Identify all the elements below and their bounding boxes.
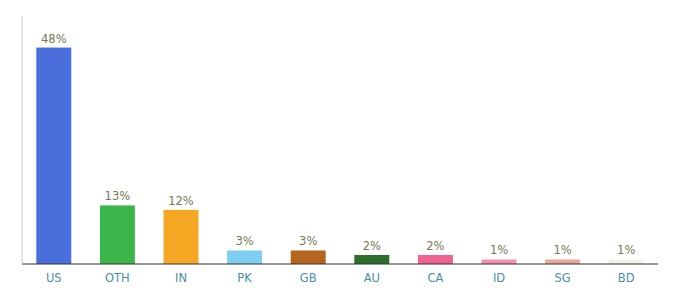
bar [227,250,262,264]
x-tick-label: BD [618,271,635,285]
bar [291,250,326,264]
bar [36,48,71,264]
data-label: 2% [426,239,444,253]
x-tick-label: GB [300,271,317,285]
bar [100,205,135,264]
x-axis-line [22,263,658,264]
x-tick-label: OTH [105,271,130,285]
bar [354,255,389,264]
data-label: 13% [105,189,131,203]
x-tick-label: IN [175,271,187,285]
bar [482,259,517,264]
bar [164,210,199,264]
x-tick-label: SG [554,271,570,285]
x-tick-label: CA [427,271,443,285]
bar [609,259,644,264]
data-label: 3% [299,234,317,248]
x-tick-label: PK [237,271,252,285]
data-labels: 48% 13% 12% 3% 3% 2% 2% 1% 1% 1% [41,32,635,258]
chart: 48% 13% 12% 3% 3% 2% 2% 1% 1% 1% US OTH IN PK GB AU CA ID… [0,0,680,300]
data-label: 1% [490,243,508,257]
chart-container: 48% 13% 12% 3% 3% 2% 2% 1% 1% 1% US OTH IN PK GB AU CA ID… [0,0,680,300]
data-label: 12% [168,194,194,208]
y-axis-line [22,16,23,264]
bars [36,48,643,264]
x-tick-label: AU [364,271,380,285]
data-label: 2% [363,239,381,253]
bar [545,259,580,264]
x-tick-label: US [46,271,62,285]
x-axis: US OTH IN PK GB AU CA ID SG BD [22,264,658,285]
bar [418,255,453,264]
data-label: 3% [235,234,253,248]
x-tick-label: ID [493,271,505,285]
data-label: 48% [41,32,67,46]
data-label: 1% [617,243,635,257]
data-label: 1% [553,243,571,257]
